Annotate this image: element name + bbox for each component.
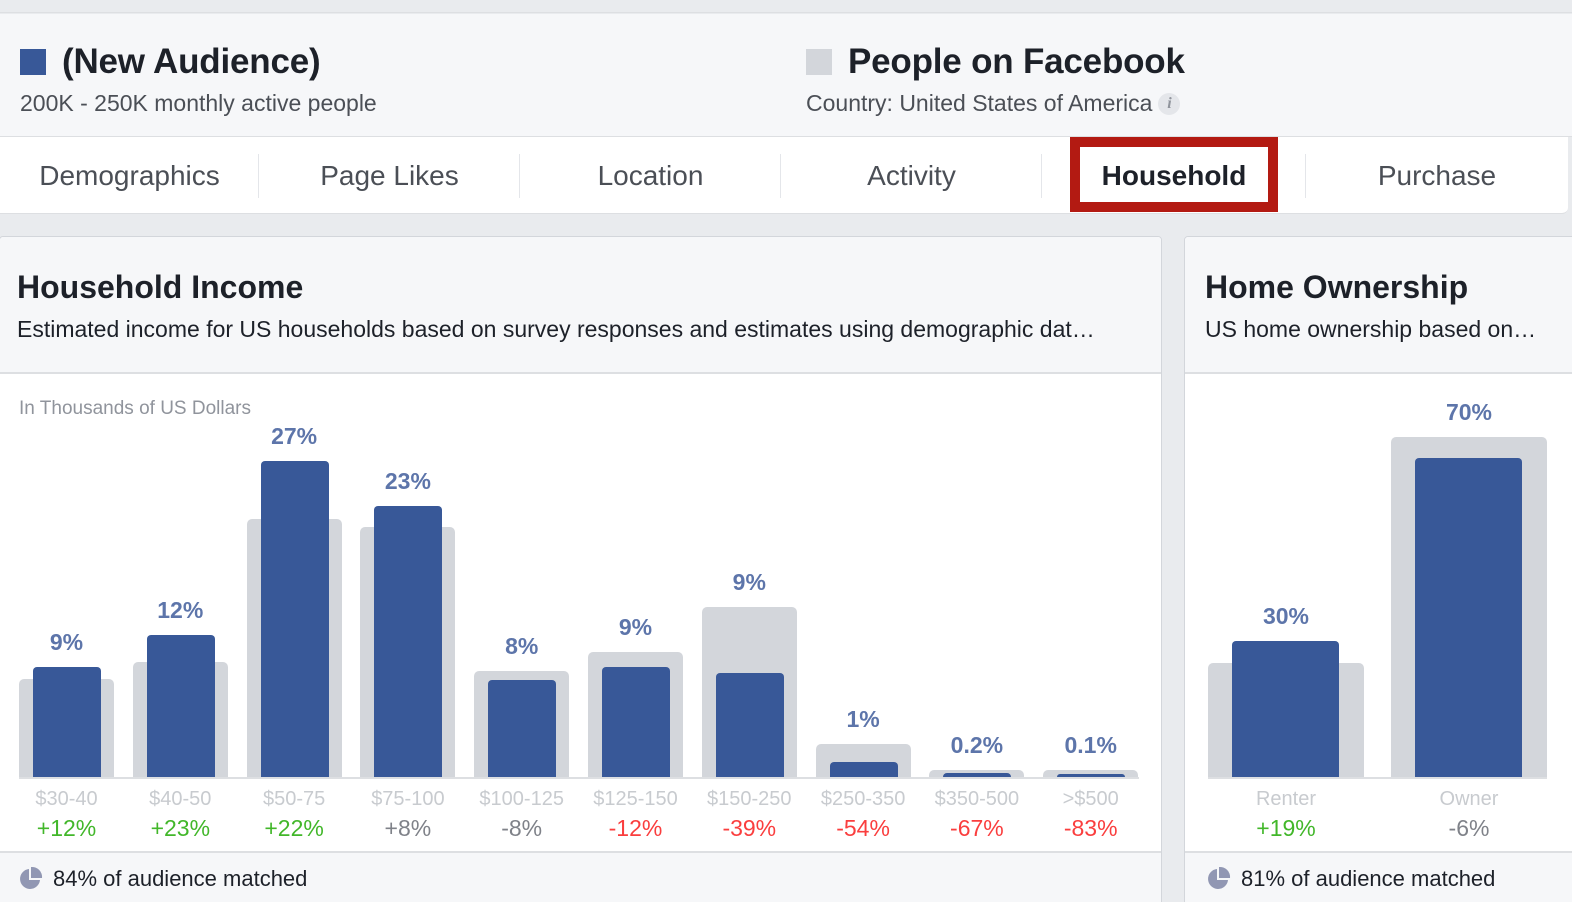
difference-label: -54% [836, 815, 890, 841]
tab-page-likes[interactable]: Page Likes [259, 137, 520, 214]
bar-value-label: 70% [1445, 399, 1493, 425]
bar-group[interactable]: 27% $50-75 +22% [246, 374, 342, 847]
bar-group[interactable]: 30% Renter +19% [1208, 374, 1364, 847]
audience-bar [1057, 774, 1126, 777]
household-income-card: Household Income Estimated income for US… [0, 236, 1162, 902]
comparison-title: People on Facebook [848, 42, 1185, 81]
chart-unit-label: In Thousands of US Dollars [19, 398, 251, 419]
comparison-country: Country: United States of America [806, 90, 1153, 116]
audience-bar [33, 667, 101, 777]
category-label: >$500 [1062, 788, 1119, 810]
difference-label: +19% [1256, 815, 1316, 841]
home-ownership-footer: 81% of audience matched [1185, 851, 1572, 902]
bar-value-label: 9% [49, 629, 84, 655]
home-ownership-card: Home Ownership US home ownership based o… [1184, 236, 1572, 902]
comparison-bar [1043, 770, 1139, 777]
bar-group[interactable]: 23% $75-100 +8% [360, 374, 456, 847]
comparison-color-swatch [806, 49, 832, 75]
tab-household[interactable]: Household [1042, 137, 1306, 214]
bar-group[interactable]: 0.2% $350-500 -67% [929, 374, 1025, 847]
bar-value-label: 9% [618, 614, 653, 640]
household-income-title: Household Income [17, 269, 304, 305]
bar-group[interactable]: 8% $100-125 -8% [474, 374, 570, 847]
bar-value-label: 23% [384, 468, 431, 494]
category-label: $75-100 [371, 788, 445, 810]
tab-demographics[interactable]: Demographics [0, 137, 259, 214]
pie-chart-icon [1208, 866, 1231, 889]
household-income-header: Household Income Estimated income for US… [0, 237, 1161, 374]
difference-label: +22% [264, 815, 324, 841]
match-rate: 81% of audience matched [1241, 866, 1496, 891]
category-label: $40-50 [149, 788, 212, 810]
difference-label: -83% [1063, 815, 1118, 841]
audience-bar [943, 773, 1012, 777]
category-label: $150-250 [707, 788, 792, 810]
audience-bar [602, 667, 670, 777]
pie-chart-icon [20, 866, 43, 889]
difference-label: -39% [722, 815, 777, 841]
info-icon[interactable]: i [1158, 92, 1181, 115]
home-ownership-chart: 30% Renter +19% 70% Owner -6% [1185, 374, 1572, 852]
difference-label: +23% [150, 815, 211, 841]
difference-label: -67% [950, 815, 1004, 841]
bar-value-label: 8% [505, 633, 539, 659]
audience-title: (New Audience) [62, 42, 321, 81]
audience-bar [1232, 641, 1339, 777]
category-label: Renter [1255, 788, 1317, 810]
household-income-chart: In Thousands of US Dollars 9% $30-40 +12% 1… [0, 374, 1161, 852]
bar-group[interactable]: 12% $40-50 +23% [132, 374, 228, 847]
audience-bar [146, 635, 215, 777]
chart-baseline [19, 777, 1139, 779]
bar-value-label: 9% [732, 569, 766, 595]
difference-label: +12% [36, 815, 97, 841]
home-ownership-header: Home Ownership US home ownership based o… [1185, 237, 1572, 374]
highlight-box [1070, 137, 1278, 212]
category-label: $30-40 [35, 788, 98, 810]
bar-group[interactable]: 0.1% >$500 -83% [1043, 374, 1139, 847]
bar-value-label: 30% [1262, 603, 1310, 629]
audience-bar [374, 506, 443, 777]
difference-label: -8% [501, 815, 543, 841]
insights-tabs: Demographics Page Likes Location Activit… [0, 137, 1568, 214]
match-rate: 84% of audience matched [53, 866, 308, 891]
category-label: $125-150 [593, 788, 678, 810]
chart-baseline [1208, 777, 1547, 779]
comparison-audience: People on Facebook Country: United State… [806, 42, 1185, 117]
audience-bar [260, 461, 329, 777]
bar-value-label: 0.2% [950, 732, 1004, 758]
category-label: $250-350 [820, 788, 906, 810]
audience-bar [715, 673, 784, 777]
bar-group[interactable]: 1% $250-350 -54% [815, 374, 911, 847]
household-income-description: Estimated income for US households based… [17, 316, 1095, 342]
bar-value-label: 0.1% [1064, 732, 1117, 758]
audience-size: 200K - 250K monthly active people [20, 90, 377, 116]
bar-group[interactable]: 9% $150-250 -39% [701, 374, 797, 847]
bar-value-label: 27% [271, 423, 318, 449]
home-ownership-title: Home Ownership [1205, 269, 1469, 305]
category-label: $350-500 [934, 788, 1020, 810]
bar-group[interactable]: 9% $125-150 -12% [588, 374, 683, 847]
selected-audience: (New Audience) 200K - 250K monthly activ… [20, 42, 377, 117]
difference-label: +8% [384, 815, 432, 841]
tab-location[interactable]: Location [520, 137, 781, 214]
audience-color-swatch [20, 49, 46, 75]
audience-bar [1415, 458, 1522, 777]
category-label: $100-125 [479, 788, 564, 810]
tab-activity[interactable]: Activity [781, 137, 1042, 214]
difference-label: -12% [608, 815, 663, 841]
audience-bar [829, 762, 898, 777]
audience-bar [488, 680, 557, 777]
bar-group[interactable]: 9% $30-40 +12% [19, 374, 114, 847]
home-ownership-description: US home ownership based on… [1205, 316, 1537, 342]
top-strip [0, 0, 1572, 13]
household-income-footer: 84% of audience matched [0, 851, 1161, 902]
tab-purchase[interactable]: Purchase [1377, 159, 1497, 191]
bar-value-label: 12% [157, 597, 204, 623]
audience-comparison-header: (New Audience) 200K - 250K monthly activ… [0, 14, 1572, 137]
bar-value-label: 1% [846, 706, 880, 732]
category-label: Owner [1439, 788, 1499, 810]
category-label: $50-75 [262, 788, 326, 810]
difference-label: -6% [1448, 815, 1490, 841]
bar-group[interactable]: 70% Owner -6% [1391, 374, 1547, 847]
